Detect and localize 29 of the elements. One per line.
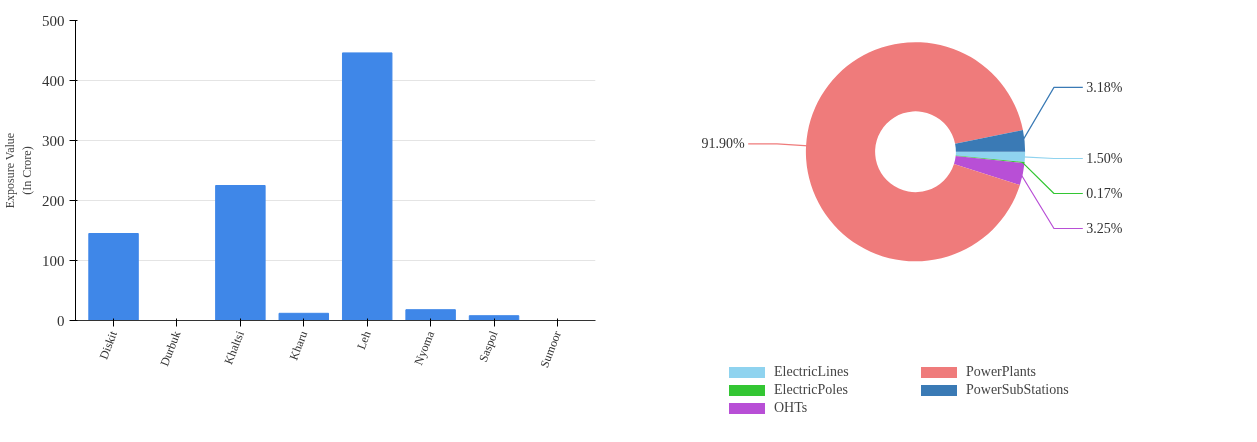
legend-label: ElectricPoles [774, 382, 849, 398]
y-tick-label: 0 [57, 312, 65, 329]
x-tick-label: Kharu [286, 328, 311, 362]
bar [278, 312, 330, 321]
bar [341, 52, 393, 321]
x-tick-label: Diskit [96, 328, 121, 362]
y-tick-label: 200 [42, 192, 65, 209]
legend-label: PowerPlants [966, 364, 1037, 380]
x-tick-label: Leh [353, 328, 374, 352]
legend-label: ElectricLines [774, 364, 850, 380]
y-tick-label: 500 [42, 12, 65, 29]
x-tick-label: Sumoor [537, 328, 564, 370]
y-tick-label: 100 [42, 252, 65, 269]
data-label: 0.17% [1086, 186, 1123, 202]
bar [405, 309, 456, 321]
legend-label: PowerSubStations [966, 382, 1070, 398]
data-label: 3.25% [1086, 221, 1123, 237]
x-tick-label: Khaltsi [221, 328, 248, 367]
data-label: 91.90% [701, 136, 746, 152]
data-label: 3.18% [1086, 79, 1123, 95]
bar [215, 185, 266, 321]
x-tick-label: Saspol [475, 328, 501, 364]
y-tick-label: 400 [42, 72, 65, 89]
legend-label: OHTs [774, 400, 809, 416]
bar [88, 233, 139, 321]
y-axis-title: Exposure Value (In Crore) [3, 132, 34, 209]
y-tick-label: 300 [42, 132, 65, 149]
bar [468, 315, 520, 321]
data-label: 1.50% [1086, 151, 1123, 167]
